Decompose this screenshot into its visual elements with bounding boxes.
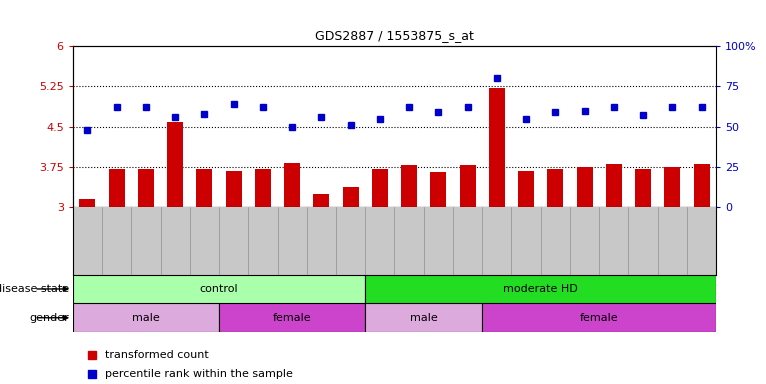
Bar (80, 199, 96, 207)
Text: transformed count: transformed count (105, 350, 208, 360)
Bar (167, 122, 183, 207)
Bar (547, 169, 564, 207)
Bar (365, 275, 716, 303)
Text: female: female (273, 313, 312, 323)
Bar (365, 303, 483, 332)
Bar (284, 163, 300, 207)
Text: disease state: disease state (0, 284, 69, 294)
Text: gender: gender (29, 313, 69, 323)
Bar (430, 172, 447, 207)
Text: male: male (132, 313, 160, 323)
Bar (73, 275, 365, 303)
Bar (489, 88, 505, 207)
Text: percentile rank within the sample: percentile rank within the sample (105, 369, 293, 379)
Bar (138, 169, 154, 207)
Text: GDS2887 / 1553875_s_at: GDS2887 / 1553875_s_at (315, 29, 474, 42)
Bar (313, 194, 329, 207)
Bar (606, 164, 622, 207)
Text: female: female (580, 313, 618, 323)
Bar (109, 169, 125, 207)
Text: control: control (200, 284, 238, 294)
Bar (255, 169, 271, 207)
Bar (518, 171, 534, 207)
Bar (460, 166, 476, 207)
Bar (635, 169, 651, 207)
Text: male: male (410, 313, 437, 323)
Bar (73, 303, 219, 332)
Bar (225, 171, 241, 207)
Bar (372, 169, 388, 207)
Text: moderate HD: moderate HD (503, 284, 578, 294)
Bar (219, 303, 365, 332)
Bar (577, 167, 593, 207)
Bar (196, 169, 212, 207)
Bar (342, 187, 358, 207)
Bar (401, 166, 417, 207)
Bar (483, 303, 716, 332)
Bar (664, 167, 680, 207)
Bar (693, 164, 709, 207)
